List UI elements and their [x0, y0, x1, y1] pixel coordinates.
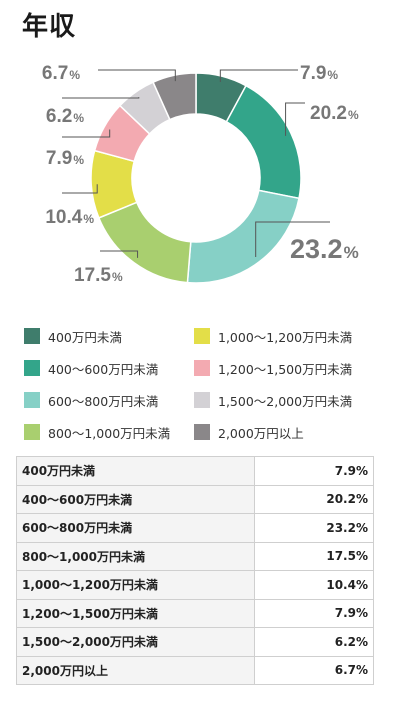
table-cell-value: 6.2% [254, 627, 374, 657]
table-row: 600〜800万円未満 23.2% [16, 513, 374, 543]
leader-line [62, 129, 111, 138]
table-cell-category: 1,000〜1,200万円未満 [16, 570, 255, 600]
table-cell-value: 6.7% [254, 655, 374, 685]
chart-legend: 400万円未満 1,000〜1,200万円未満 400〜600万円未満 1,20… [24, 326, 384, 442]
legend-swatch [194, 328, 210, 344]
legend-swatch [194, 360, 210, 376]
legend-entry: 400〜600万円未満 [24, 358, 194, 378]
leader-line [62, 97, 140, 99]
slice-label: 10.4% [45, 207, 94, 228]
legend-swatch [194, 424, 210, 440]
legend-entry: 1,200〜1,500万円未満 [194, 358, 374, 378]
slice-label: 6.2% [46, 106, 84, 127]
legend-swatch [24, 360, 40, 376]
table-row: 1,000〜1,200万円未満 10.4% [16, 570, 374, 600]
leader-line [98, 69, 176, 82]
legend-swatch [194, 392, 210, 408]
legend-label: 400万円未満 [48, 329, 122, 345]
table-cell-value: 20.2% [254, 484, 374, 514]
legend-label: 600〜800万円未満 [48, 393, 159, 409]
table-cell-value: 7.9% [254, 456, 374, 486]
table-row: 2,000万円以上 6.7% [16, 655, 374, 685]
slice-label: 20.2% [310, 103, 359, 124]
legend-entry: 800〜1,000万円未満 [24, 422, 194, 442]
legend-swatch [24, 424, 40, 440]
slice-label: 17.5% [74, 265, 123, 286]
table-row: 1,200〜1,500万円未満 7.9% [16, 598, 374, 628]
legend-entry: 600〜800万円未満 [24, 390, 194, 410]
table-cell-category: 800〜1,000万円未満 [16, 541, 255, 571]
donut-slice [186, 189, 300, 284]
table-cell-category: 400〜600万円未満 [16, 484, 255, 514]
legend-label: 1,500〜2,000万円未満 [218, 393, 353, 409]
table-cell-category: 600〜800万円未満 [16, 513, 255, 543]
table-cell-category: 1,200〜1,500万円未満 [16, 598, 255, 628]
legend-swatch [24, 392, 40, 408]
slice-label: 7.9% [300, 63, 338, 84]
table-row: 1,500〜2,000万円未満 6.2% [16, 627, 374, 657]
legend-label: 1,200〜1,500万円未満 [218, 361, 353, 377]
leader-line [255, 221, 330, 257]
slice-label: 6.7% [42, 63, 80, 84]
leader-line [62, 184, 98, 194]
donut-chart: 7.9% 20.2% 23.2% 17.5% 10.4% 7.9% 6.2% 6.7% [42, 63, 359, 286]
table-row: 400〜600万円未満 20.2% [16, 484, 374, 514]
table-cell-category: 400万円未満 [16, 456, 255, 486]
legend-label: 400〜600万円未満 [48, 361, 159, 377]
legend-swatch [24, 328, 40, 344]
legend-label: 1,000〜1,200万円未満 [218, 329, 353, 345]
legend-label: 2,000万円以上 [218, 425, 304, 441]
legend-entry: 1,500〜2,000万円未満 [194, 390, 374, 410]
legend-label: 800〜1,000万円未満 [48, 425, 171, 441]
slice-label: 23.2% [290, 234, 359, 264]
legend-entry: 400万円未満 [24, 326, 194, 346]
chart-title: 年収 [22, 12, 77, 42]
leader-line [100, 250, 139, 258]
table-cell-category: 1,500〜2,000万円未満 [16, 627, 255, 657]
table-row: 800〜1,000万円未満 17.5% [16, 541, 374, 571]
income-table: 400万円未満 7.9% 400〜600万円未満 20.2% 600〜800万円未満… [16, 456, 374, 685]
leader-line [219, 69, 298, 83]
table-cell-value: 10.4% [254, 570, 374, 600]
slice-label: 7.9% [46, 148, 84, 169]
table-cell-value: 17.5% [254, 541, 374, 571]
legend-entry: 1,000〜1,200万円未満 [194, 326, 374, 346]
table-cell-value: 7.9% [254, 598, 374, 628]
donut-slice [152, 72, 197, 121]
leader-line [285, 102, 305, 136]
table-cell-value: 23.2% [254, 513, 374, 543]
legend-entry: 2,000万円以上 [194, 422, 374, 442]
table-row: 400万円未満 7.9% [16, 456, 374, 486]
table-cell-category: 2,000万円以上 [16, 655, 255, 685]
